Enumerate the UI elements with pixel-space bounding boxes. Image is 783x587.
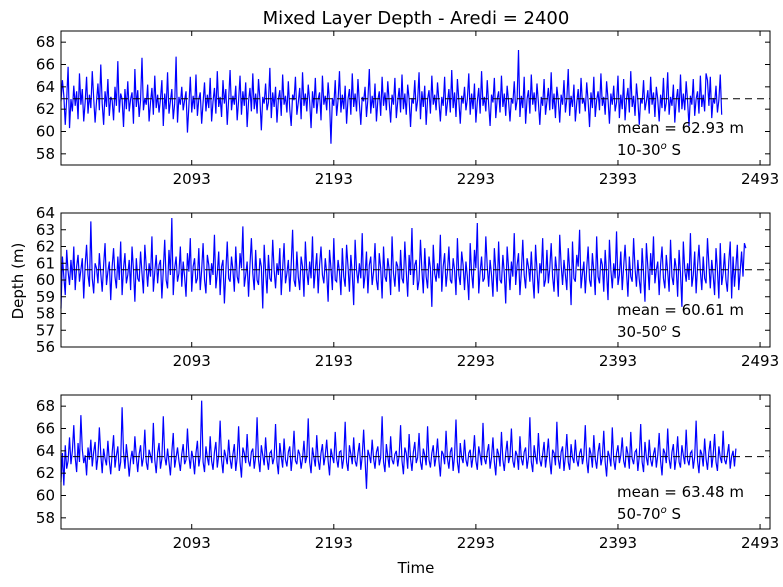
x-tick-label: 2393: [599, 352, 637, 370]
mean-annotation: mean = 60.61 m: [617, 301, 744, 319]
x-tick-label: 2293: [457, 534, 495, 552]
y-tick-label: 56: [36, 338, 55, 356]
x-tick-label: 2193: [315, 352, 353, 370]
series-line: [60, 400, 737, 489]
y-tick-label: 57: [36, 321, 55, 339]
y-tick-label: 66: [36, 420, 55, 438]
x-tick-label: 2193: [315, 170, 353, 188]
y-tick-label: 63: [36, 221, 55, 239]
mean-annotation: mean = 62.93 m: [617, 119, 744, 137]
x-tick-label: 2293: [457, 352, 495, 370]
y-tick-label: 61: [36, 254, 55, 272]
series-line: [60, 49, 723, 144]
y-tick-label: 62: [36, 464, 55, 482]
x-tick-label: 2093: [173, 352, 211, 370]
x-tick-label: 2493: [741, 170, 779, 188]
y-tick-label: 64: [36, 204, 55, 222]
y-tick-label: 58: [36, 145, 55, 163]
y-tick-label: 60: [36, 271, 55, 289]
axes-frame: [60, 30, 771, 166]
y-axis-label: Depth (m): [9, 243, 27, 320]
x-tick-label: 2493: [741, 352, 779, 370]
y-tick-label: 68: [36, 33, 55, 51]
x-tick-label: 2393: [599, 170, 637, 188]
y-tick-label: 59: [36, 288, 55, 306]
x-tick-label: 2293: [457, 170, 495, 188]
y-tick-label: 66: [36, 56, 55, 74]
figure-title: Mixed Layer Depth - Aredi = 2400: [263, 8, 570, 29]
axes-frame: [60, 394, 771, 530]
panel-3: 2093 2193 2293 2393 2493 58 60 62 64 66 68 mean = 6…: [36, 394, 779, 552]
x-tick-label: 2193: [315, 534, 353, 552]
y-tick-label: 64: [36, 442, 55, 460]
region-annotation: 30-50o S: [617, 323, 681, 341]
x-tick-label: 2493: [741, 534, 779, 552]
x-tick-label: 2093: [173, 170, 211, 188]
x-axis-label: Time: [397, 559, 435, 577]
region-annotation: 10-30o S: [617, 141, 681, 159]
x-tick-label: 2393: [599, 534, 637, 552]
mean-annotation: mean = 63.48 m: [617, 483, 744, 501]
y-tick-label: 60: [36, 123, 55, 141]
y-tick-label: 58: [36, 509, 55, 527]
y-tick-label: 58: [36, 305, 55, 323]
series-line: [60, 218, 747, 309]
region-annotation: 50-70o S: [617, 505, 681, 523]
panel-1: 2093 2193 2293 2393 2493 58 60 62 64 66 68 mean = 6…: [36, 30, 779, 188]
x-tick-label: 2093: [173, 534, 211, 552]
y-tick-label: 62: [36, 238, 55, 256]
y-tick-label: 62: [36, 100, 55, 118]
y-tick-label: 60: [36, 487, 55, 505]
y-tick-label: 68: [36, 397, 55, 415]
y-tick-label: 64: [36, 78, 55, 96]
